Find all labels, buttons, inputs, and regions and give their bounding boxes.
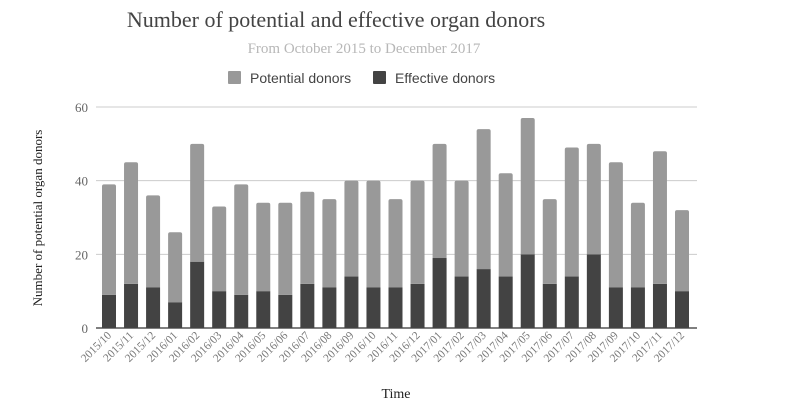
y-tick-label: 40 (75, 174, 88, 189)
chart-subtitle: From October 2015 to December 2017 (248, 41, 481, 57)
bar-effective-donors[interactable] (300, 283, 315, 328)
y-axis-title: Number of potential organ donors (30, 130, 45, 307)
bar-effective-donors[interactable] (410, 283, 425, 328)
bar-potential-donors[interactable] (278, 202, 293, 295)
bar-potential-donors[interactable] (344, 180, 359, 277)
bar-potential-donors[interactable] (146, 195, 161, 288)
bar-effective-donors[interactable] (256, 291, 271, 328)
bar-effective-donors[interactable] (234, 294, 249, 328)
bar-potential-donors[interactable] (124, 162, 139, 284)
x-axis-title: Time (381, 387, 410, 402)
y-tick-label: 20 (75, 247, 88, 262)
bar-potential-donors[interactable] (212, 206, 227, 292)
bar-effective-donors[interactable] (388, 287, 403, 328)
bar-potential-donors[interactable] (586, 143, 601, 255)
bar-effective-donors[interactable] (476, 269, 491, 328)
bar-effective-donors[interactable] (344, 276, 359, 328)
bar-potential-donors[interactable] (168, 232, 183, 303)
bar-effective-donors[interactable] (102, 294, 116, 328)
bar-potential-donors[interactable] (498, 173, 513, 277)
bar-effective-donors[interactable] (322, 287, 337, 328)
bar-effective-donors[interactable] (190, 261, 205, 328)
bar-potential-donors[interactable] (256, 202, 271, 292)
bar-potential-donors[interactable] (454, 180, 469, 277)
legend-label[interactable]: Potential donors (250, 70, 351, 86)
bar-potential-donors[interactable] (190, 143, 205, 262)
bar-potential-donors[interactable] (300, 191, 315, 284)
bar-effective-donors[interactable] (168, 302, 183, 328)
bar-potential-donors[interactable] (410, 180, 425, 284)
bar-effective-donors[interactable] (498, 276, 513, 328)
bar-potential-donors[interactable] (542, 199, 557, 284)
bar-effective-donors[interactable] (212, 291, 227, 328)
bar-effective-donors[interactable] (146, 287, 161, 328)
bar-potential-donors[interactable] (675, 210, 689, 292)
bars (102, 118, 689, 328)
bar-potential-donors[interactable] (630, 202, 645, 288)
bar-potential-donors[interactable] (564, 147, 579, 277)
bar-effective-donors[interactable] (366, 287, 381, 328)
bar-potential-donors[interactable] (476, 129, 491, 270)
bar-effective-donors[interactable] (608, 287, 623, 328)
x-tick-labels: 2015/102015/112015/122016/012016/022016/… (79, 329, 687, 364)
y-tick-label: 60 (75, 100, 88, 115)
bar-effective-donors[interactable] (564, 276, 579, 328)
legend-swatch-effective-donors (373, 71, 386, 84)
bar-potential-donors[interactable] (520, 118, 535, 255)
bar-effective-donors[interactable] (675, 291, 689, 328)
y-tick-label: 0 (82, 321, 89, 336)
chart-title: Number of potential and effective organ … (127, 7, 545, 32)
bar-potential-donors[interactable] (102, 184, 116, 295)
bar-potential-donors[interactable] (432, 143, 447, 259)
legend: Potential donors Effective donors (228, 70, 495, 86)
bar-effective-donors[interactable] (278, 294, 293, 328)
bar-effective-donors[interactable] (542, 283, 557, 328)
bar-potential-donors[interactable] (234, 184, 249, 295)
bar-effective-donors[interactable] (432, 258, 447, 328)
bar-potential-donors[interactable] (388, 199, 403, 288)
bar-potential-donors[interactable] (608, 162, 623, 288)
bar-potential-donors[interactable] (652, 151, 667, 284)
bar-effective-donors[interactable] (586, 254, 601, 328)
bar-effective-donors[interactable] (630, 287, 645, 328)
legend-swatch-potential-donors (228, 71, 241, 84)
bar-potential-donors[interactable] (322, 199, 337, 288)
bar-effective-donors[interactable] (454, 276, 469, 328)
bar-effective-donors[interactable] (124, 283, 139, 328)
bar-effective-donors[interactable] (652, 283, 667, 328)
legend-label[interactable]: Effective donors (395, 70, 495, 86)
bar-effective-donors[interactable] (520, 254, 535, 328)
bar-potential-donors[interactable] (366, 180, 381, 288)
